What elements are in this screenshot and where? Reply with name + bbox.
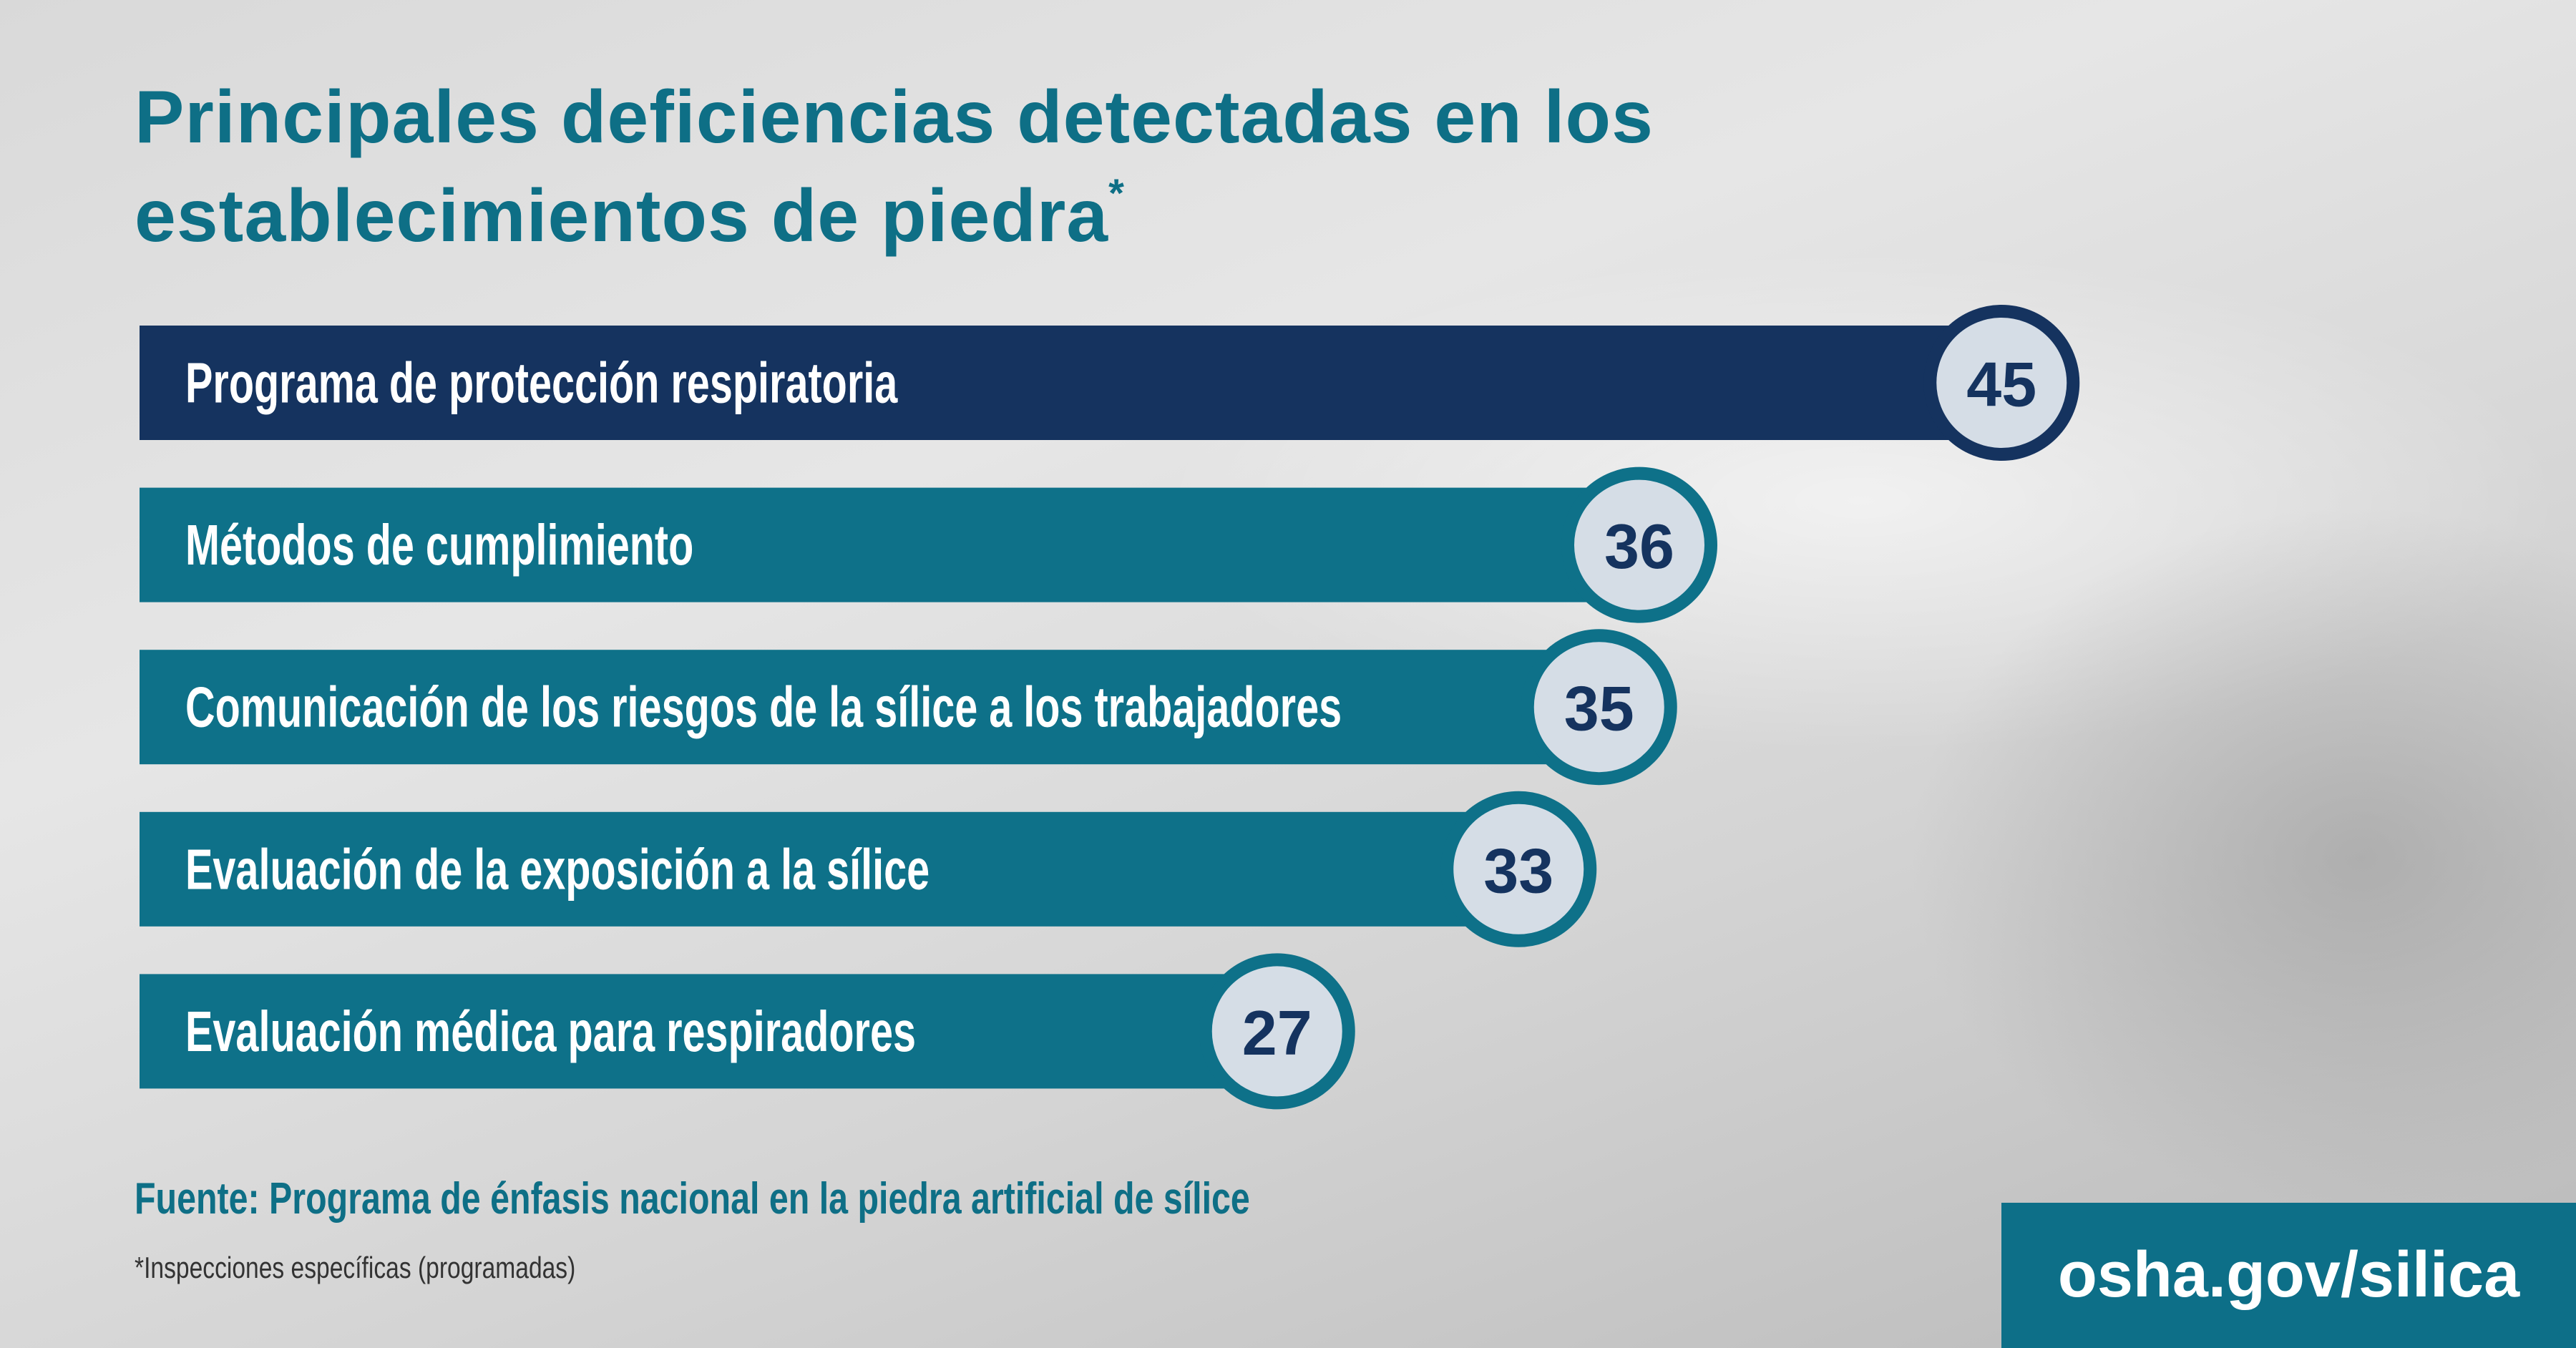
bar-label-group: Métodos de cumplimiento: [185, 513, 693, 577]
bar: [140, 487, 1639, 602]
bar-label: Programa de protección respiratoria: [185, 351, 898, 415]
bar-label: Métodos de cumplimiento: [185, 513, 693, 577]
value-label: 27: [1242, 997, 1312, 1068]
title-note: *: [1108, 170, 1125, 215]
bar-label-group: Evaluación médica para respiradores: [185, 1000, 916, 1064]
value-badge: [1521, 629, 1677, 786]
value-label: 35: [1564, 673, 1634, 744]
title-text: Principales deficiencias detectadas en l…: [135, 76, 1654, 258]
bar: [140, 326, 2002, 440]
source: Fuente: Programa de énfasis nacional en …: [135, 1174, 1250, 1224]
chart-title: Principales deficiencias detectadas en l…: [135, 68, 2210, 265]
url-badge[interactable]: osha.gov/silica: [2001, 1203, 2576, 1348]
value-label: 45: [1966, 349, 2036, 420]
value-badge: [1923, 305, 2080, 461]
bar-label: Evaluación de la exposición a la sílice: [185, 837, 930, 902]
bar-label-group: Comunicación de los riesgos de la sílice…: [185, 675, 1342, 739]
bar-label: Evaluación médica para respiradores: [185, 1000, 916, 1064]
bar: [140, 811, 1519, 927]
value-badge: [1199, 953, 1355, 1110]
value-label: 33: [1483, 835, 1553, 906]
value-badge: [1561, 467, 1717, 623]
value-label: 36: [1604, 511, 1674, 582]
value-badge: [1440, 791, 1597, 947]
bar-label: Comunicación de los riesgos de la sílice…: [185, 675, 1342, 739]
bar-label-group: Programa de protección respiratoria: [185, 351, 898, 415]
bar-label-group: Evaluación de la exposición a la sílice: [185, 837, 930, 902]
footnote: *Inspecciones específicas (programadas): [135, 1251, 576, 1284]
bar: [140, 974, 1277, 1089]
bar: [140, 650, 1599, 765]
